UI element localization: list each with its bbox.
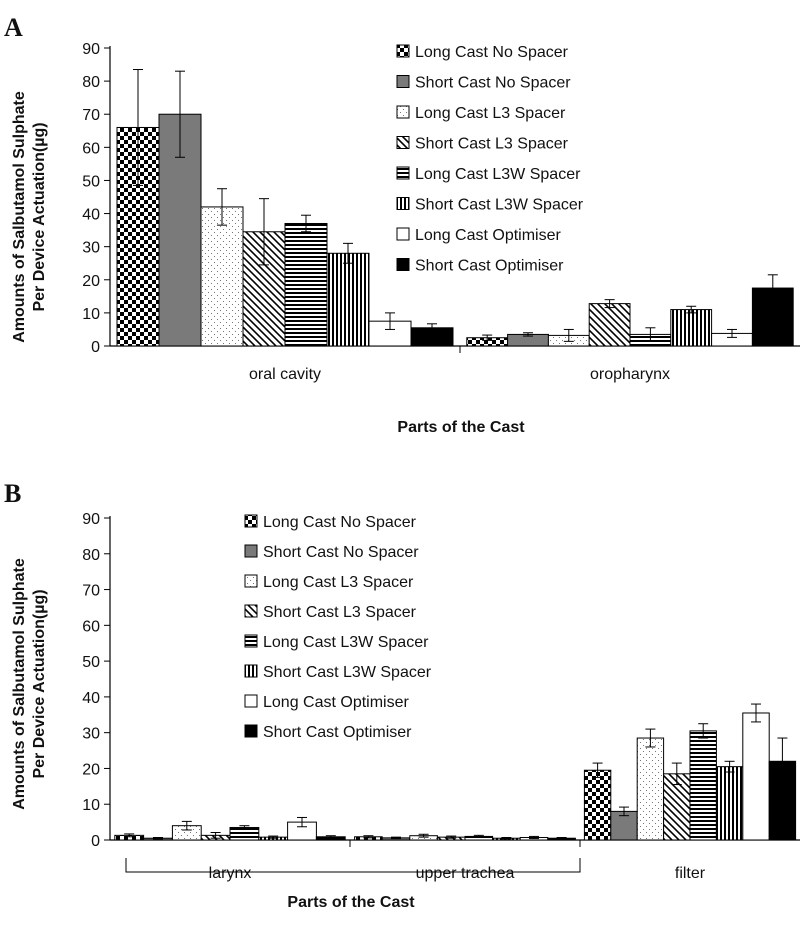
panel-a-legend-label: Long Cast L3 Spacer (415, 105, 566, 122)
panel-a-bar (200, 206, 244, 347)
panel-b-category-label: upper trachea (416, 865, 515, 882)
panel-b-y-tick-label: 60 (82, 618, 100, 635)
panel-a-legend-label: Short Cast No Spacer (415, 75, 571, 92)
panel-a-y-tick-label: 20 (82, 273, 100, 290)
panel-b-xlabel: Parts of the Cast (287, 894, 415, 911)
panel-a-legend-swatch (396, 258, 410, 271)
panel-a-letter: A (4, 13, 23, 42)
panel-b-category-label: filter (675, 865, 706, 882)
panel-b-ylabel-line1: Amounts of Salbutamol Sulphate (11, 558, 28, 810)
panel-a-legend-swatch (396, 166, 410, 180)
panel-b-legend-label: Long Cast No Spacer (263, 514, 417, 531)
panel-b-ylabel-line2: Per Device Actuation(µg) (31, 589, 48, 778)
panel-a-ylabel-line1: Amounts of Salbutamol Sulphate (11, 91, 28, 343)
panel-b-legend-label: Short Cast No Spacer (263, 544, 419, 561)
panel-b-y-tick-label: 80 (82, 547, 100, 564)
panel-b-category-label: larynx (209, 865, 252, 882)
panel-b-legend-label: Short Cast L3W Spacer (263, 664, 432, 681)
panel-b-bar (689, 730, 717, 841)
panel-b-y-tick-label: 30 (82, 726, 100, 743)
panel-a-y-tick-label: 50 (82, 173, 100, 190)
panel-a-legend-swatch (396, 105, 410, 119)
panel-a-xlabel: Parts of the Cast (397, 419, 525, 436)
panel-a-legend-swatch (396, 227, 410, 241)
panel-a-y-tick-label: 60 (82, 140, 100, 157)
panel-a-y-tick-label: 70 (82, 107, 100, 124)
panel-b-bar (636, 737, 665, 841)
panel-a-legend-swatch (396, 136, 410, 149)
panel-b-legend-swatch (244, 724, 258, 738)
panel-a-y-tick-label: 80 (82, 74, 100, 91)
panel-b-legend-swatch (244, 574, 258, 588)
panel-b-legend-label: Short Cast L3 Spacer (263, 604, 417, 621)
panel-b-bar (583, 769, 612, 841)
panel-b-legend-label: Short Cast Optimiser (263, 724, 412, 741)
panel-a-legend-label: Long Cast No Spacer (415, 44, 569, 61)
panel-b-y-tick-label: 40 (82, 690, 100, 707)
panel-b-y-tick-label: 90 (82, 511, 100, 528)
panel-b-y-tick-label: 50 (82, 654, 100, 671)
panel-b-legend-swatch (244, 664, 258, 678)
panel-a-legend-label: Short Cast L3W Spacer (415, 197, 584, 214)
panel-a-legend-swatch (396, 197, 410, 210)
panel-a-category-label: oral cavity (249, 366, 321, 383)
panel-b-y-tick-label: 0 (91, 833, 100, 850)
panel-a-legend-label: Short Cast Optimiser (415, 258, 564, 275)
panel-a-bar (588, 303, 631, 347)
panel-b-legend-swatch (244, 604, 258, 618)
panel-a-y-tick-label: 30 (82, 240, 100, 257)
panel-b-legend-label: Long Cast L3W Spacer (263, 634, 429, 651)
panel-b-legend-swatch (244, 694, 258, 708)
panel-b-category-bracket (125, 858, 581, 873)
panel-a-y-tick-label: 10 (82, 306, 100, 323)
panel-b-legend-swatch (244, 514, 258, 528)
panel-a-y-tick-label: 0 (91, 339, 100, 356)
panel-a-legend-label: Long Cast L3W Spacer (415, 166, 581, 183)
panel-a-bar (670, 309, 713, 347)
panel-a-legend-label: Short Cast L3 Spacer (415, 136, 569, 153)
panel-b-bar (742, 712, 770, 841)
panel-b-legend-swatch (244, 634, 258, 648)
panel-a-legend-label: Long Cast Optimiser (415, 227, 562, 244)
panel-b-y-tick-label: 70 (82, 583, 100, 600)
panel-b-letter: B (4, 479, 21, 508)
panel-a-y-tick-label: 40 (82, 207, 100, 224)
panel-a-y-tick-label: 90 (82, 41, 100, 58)
panel-a-legend-swatch (396, 44, 410, 58)
panel-b-y-tick-label: 20 (82, 761, 100, 778)
panel-a-bar (284, 222, 328, 347)
panel-b-legend-label: Long Cast L3 Spacer (263, 574, 414, 591)
panel-a-category-label: oropharynx (590, 366, 670, 383)
panel-b-legend-label: Long Cast Optimiser (263, 694, 410, 711)
panel-b-bar (715, 766, 744, 841)
panel-a-ylabel-line2: Per Device Actuation(µg) (31, 122, 48, 311)
panel-b-legend-swatch (244, 544, 258, 558)
panel-a-bar (326, 252, 370, 347)
panel-a-legend-swatch (396, 75, 410, 88)
panel-b-y-tick-label: 10 (82, 797, 100, 814)
